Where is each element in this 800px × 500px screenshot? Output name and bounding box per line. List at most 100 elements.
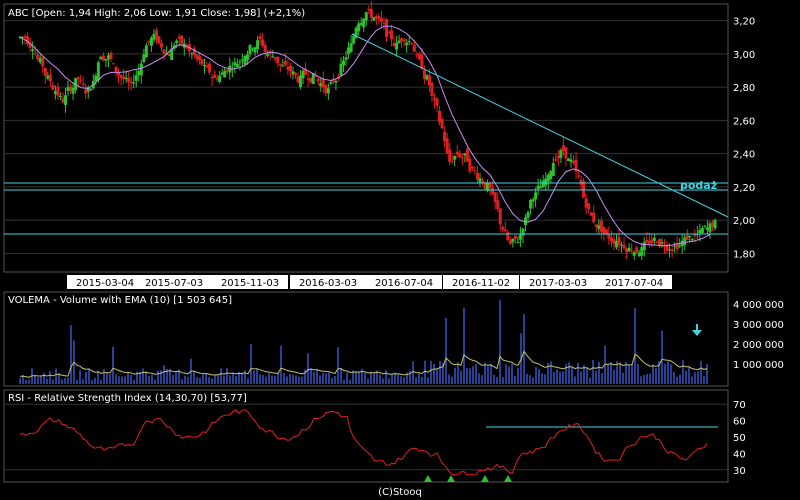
candle-body (640, 247, 644, 256)
candle-body (96, 62, 100, 81)
candle-body (139, 63, 143, 76)
candle-body (167, 54, 171, 57)
volume-bars (19, 300, 708, 384)
candle-body (549, 171, 553, 179)
candle-body (521, 228, 525, 236)
candle-body (617, 236, 621, 245)
candle-body (556, 155, 560, 159)
candle-body (705, 227, 709, 231)
candle-body (405, 42, 409, 46)
candle-body (369, 8, 373, 18)
candle-body (614, 241, 618, 248)
volume-y-tick-label: 1 000 000 (733, 360, 784, 371)
candle-body (89, 88, 93, 91)
candle-body (460, 157, 464, 159)
candle-body (392, 43, 396, 46)
candle-body (589, 212, 593, 216)
candle-body (154, 30, 158, 41)
candle-body (387, 32, 391, 34)
candle-body (597, 225, 601, 230)
price-y-axis: 3,20 3,00 2,80 2,60 2,40 2,20 2,00 1,80 (733, 17, 755, 261)
candle-body (195, 54, 199, 60)
candle-body (137, 70, 141, 76)
rsi-y-tick-label: 40 (733, 449, 746, 460)
candle-body (304, 69, 308, 75)
x-label-box (290, 275, 366, 289)
candle-body (104, 58, 108, 61)
candle-body (503, 229, 507, 232)
candle-body (243, 55, 247, 65)
candle-body (670, 249, 674, 252)
price-y-tick-label: 3,00 (733, 50, 755, 61)
candle-body (609, 237, 613, 242)
candle-body (23, 36, 27, 38)
candle-body (483, 182, 487, 189)
candle-body (114, 66, 118, 73)
candle-body (501, 227, 505, 230)
candle-body (362, 18, 366, 28)
candle-body (203, 65, 207, 67)
candle-body (379, 18, 383, 22)
candle-body (175, 40, 179, 43)
candle-body (349, 43, 353, 52)
candle-body (210, 77, 214, 79)
candle-body (119, 75, 123, 79)
candle-body (149, 37, 153, 46)
candle-body (481, 180, 485, 184)
candle-body (627, 247, 631, 252)
candle-body (465, 148, 469, 162)
candle-body (463, 153, 467, 156)
candle-body (359, 22, 363, 25)
x-tick-label: 2015-03-04 (76, 278, 134, 289)
candle-body (26, 36, 30, 45)
x-label-box (67, 275, 143, 289)
candle-body (197, 56, 201, 61)
candle-body (33, 53, 37, 55)
price-y-tick-label: 3,20 (733, 17, 755, 28)
candle-body (271, 56, 275, 58)
candle-body (233, 62, 237, 66)
candle-body (329, 81, 333, 84)
candle-body (36, 54, 40, 60)
candle-body (688, 235, 692, 238)
candle-body (28, 42, 32, 48)
candle-body (266, 53, 270, 56)
candle-body (632, 252, 636, 256)
candle-body (468, 158, 472, 172)
volume-ema-line (19, 350, 708, 378)
candle-body (496, 200, 500, 210)
price-panel: ABC [Open: 1,94 High: 2,06 Low: 1,91 Clo… (3, 1, 755, 289)
volume-panel: VOLEMA - Volume with EMA (10) [1 503 645… (3, 291, 784, 387)
candle-body (569, 159, 573, 162)
candle-body (309, 78, 313, 83)
candle-body (453, 156, 457, 160)
candle-body (63, 95, 67, 105)
candle-body (106, 55, 110, 60)
candle-body (46, 75, 50, 79)
candle-body (286, 66, 290, 70)
volume-panel-title: VOLEMA - Volume with EMA (10) [1 503 645… (8, 295, 232, 306)
candle-body (263, 44, 267, 52)
candle-body (240, 59, 244, 61)
candle-body (604, 229, 608, 234)
candle-body (124, 77, 128, 80)
candle-body (680, 240, 684, 247)
candle-body (291, 71, 295, 75)
candle-body (258, 36, 262, 40)
candle-body (21, 37, 25, 39)
candle-body (410, 43, 414, 45)
candle-body (536, 185, 540, 189)
candle-body (458, 153, 462, 158)
candle-body (162, 49, 166, 54)
candle-body (372, 17, 376, 21)
candle-body (579, 180, 583, 185)
candle-body (364, 12, 368, 21)
x-label-box (520, 275, 596, 289)
candle-body (61, 98, 65, 103)
rsi-panel-title: RSI - Relative Strength Index (14,30,70)… (8, 393, 247, 404)
candle-body (422, 69, 426, 79)
rsi-gridlines (4, 403, 728, 471)
candle-body (215, 78, 219, 80)
candle-body (486, 183, 490, 191)
